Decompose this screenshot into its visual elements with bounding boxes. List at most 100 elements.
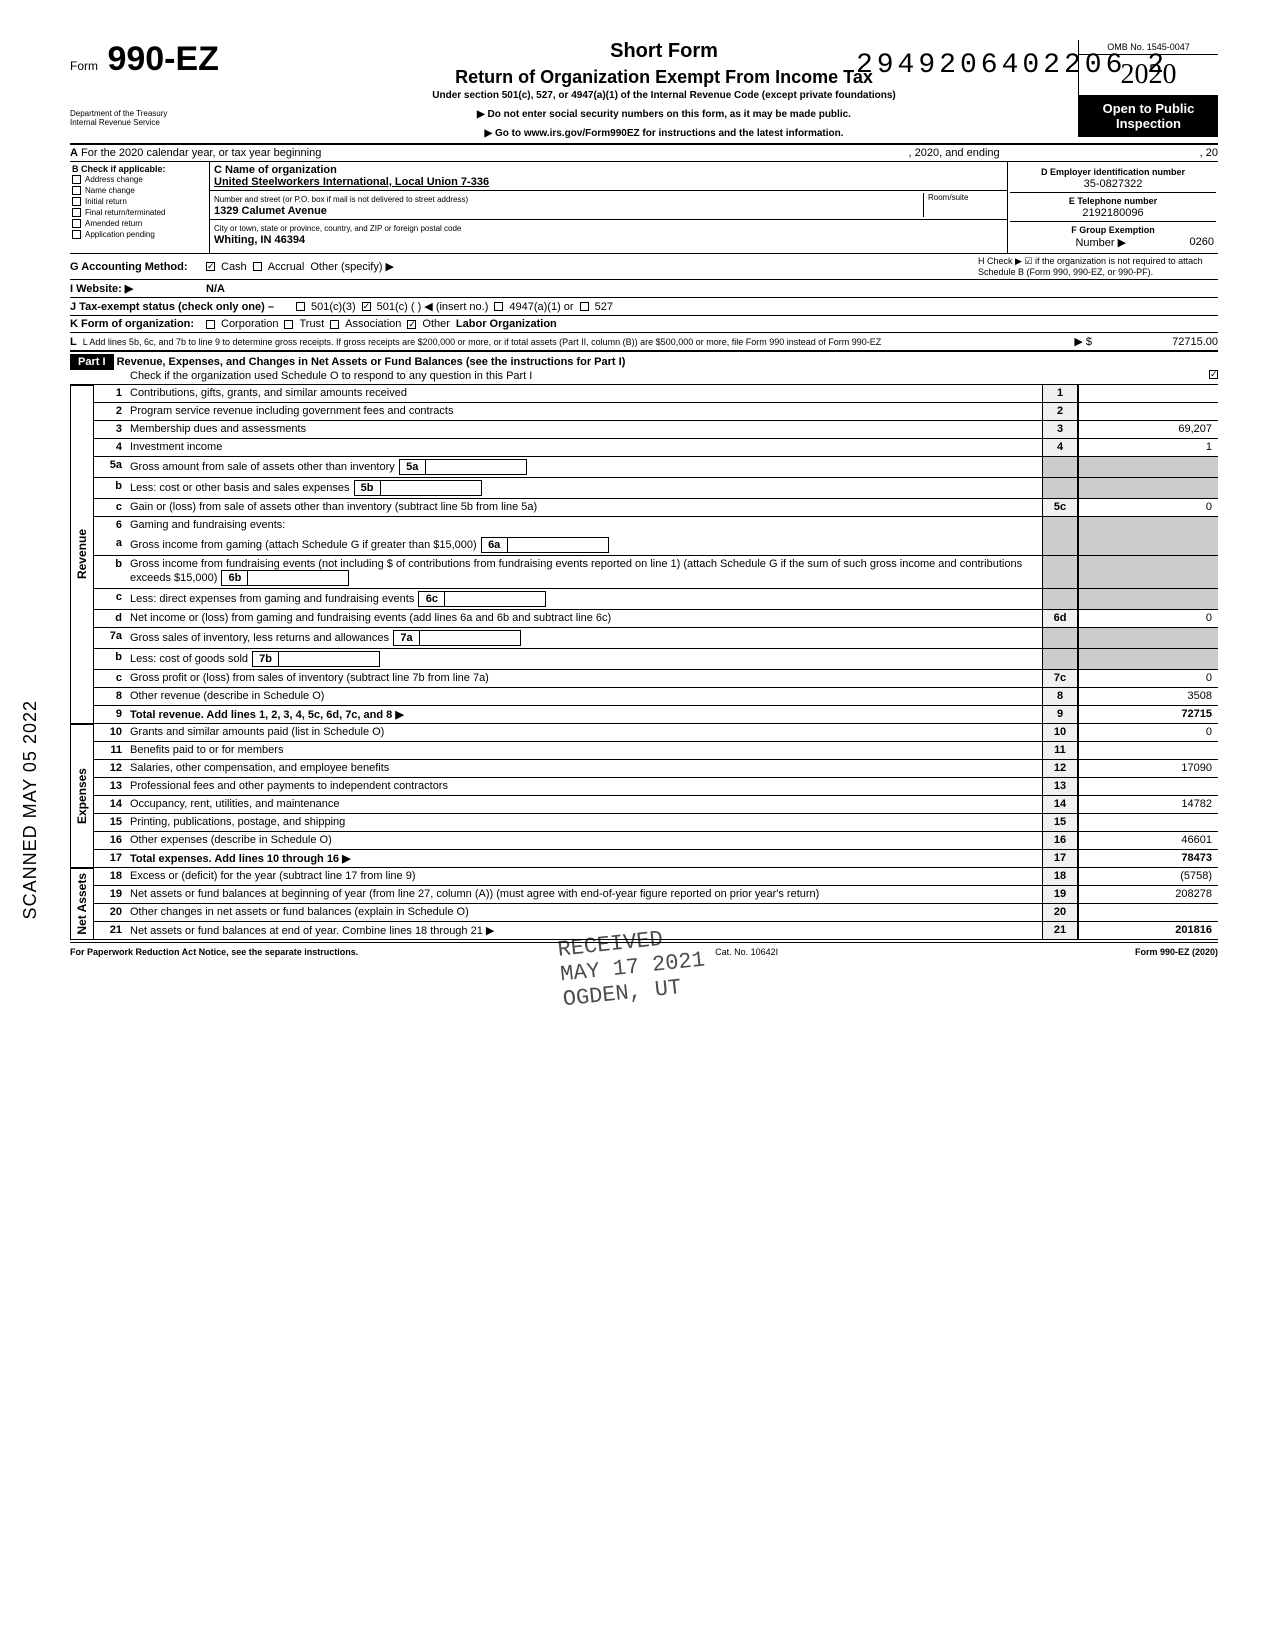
line-21-desc: Net assets or fund balances at end of ye… bbox=[126, 922, 1042, 939]
cb-final-return[interactable]: Final return/terminated bbox=[72, 207, 207, 218]
part1-header-row: Part I Revenue, Expenses, and Changes in… bbox=[70, 351, 1218, 385]
g-cash: Cash bbox=[221, 261, 247, 273]
net-assets-section: Net Assets 18Excess or (deficit) for the… bbox=[70, 868, 1218, 940]
row-a: A For the 2020 calendar year, or tax yea… bbox=[70, 145, 1218, 162]
line-6a-desc: Gross income from gaming (attach Schedul… bbox=[126, 535, 1042, 555]
cb-trust[interactable] bbox=[284, 320, 293, 329]
row-a-text: For the 2020 calendar year, or tax year … bbox=[81, 147, 321, 159]
i-value: N/A bbox=[206, 283, 225, 295]
line-10-val: 0 bbox=[1078, 724, 1218, 741]
cb-schedule-o[interactable] bbox=[1209, 370, 1218, 379]
room-suite-label: Room/suite bbox=[923, 193, 1003, 217]
line-5b-desc: Less: cost or other basis and sales expe… bbox=[126, 478, 1042, 498]
footer-mid: Cat. No. 10642I bbox=[715, 947, 778, 957]
scanned-stamp: SCANNED MAY 05 2022 bbox=[20, 700, 41, 919]
expenses-side-label: Expenses bbox=[75, 768, 89, 824]
line-8-desc: Other revenue (describe in Schedule O) bbox=[126, 688, 1042, 705]
cb-assoc[interactable] bbox=[330, 320, 339, 329]
document-number-stamp: 2949206402206 2 bbox=[856, 50, 1168, 81]
ein-value: 35-0827322 bbox=[1084, 178, 1143, 190]
row-a-end: , 20 bbox=[1200, 147, 1218, 159]
section-b: B Check if applicable: Address change Na… bbox=[70, 162, 1218, 254]
d-label: D Employer identification number bbox=[1041, 167, 1185, 177]
cb-501c3[interactable] bbox=[296, 302, 305, 311]
k-assoc: Association bbox=[345, 318, 401, 330]
i-label: I Website: ▶ bbox=[70, 282, 200, 295]
line-7c-desc: Gross profit or (loss) from sales of inv… bbox=[126, 670, 1042, 687]
line-13-val bbox=[1078, 778, 1218, 795]
cb-other[interactable] bbox=[407, 320, 416, 329]
line-3-val: 69,207 bbox=[1078, 421, 1218, 438]
line-11-val bbox=[1078, 742, 1218, 759]
e-label: E Telephone number bbox=[1069, 196, 1157, 206]
row-a-label: A bbox=[70, 147, 78, 159]
line-5c-desc: Gain or (loss) from sale of assets other… bbox=[126, 499, 1042, 516]
cb-corp[interactable] bbox=[206, 320, 215, 329]
k-other: Other bbox=[422, 318, 450, 330]
j-527: 527 bbox=[595, 301, 613, 313]
k-corp: Corporation bbox=[221, 318, 278, 330]
line-6c-desc: Less: direct expenses from gaming and fu… bbox=[126, 589, 1042, 609]
line-17-desc: Total expenses. Add lines 10 through 16 … bbox=[126, 850, 1042, 867]
line-5a-desc: Gross amount from sale of assets other t… bbox=[126, 457, 1042, 477]
revenue-section: Revenue 1Contributions, gifts, grants, a… bbox=[70, 385, 1218, 724]
line-17-val: 78473 bbox=[1078, 850, 1218, 867]
expenses-section: Expenses 10Grants and similar amounts pa… bbox=[70, 724, 1218, 868]
line-14-val: 14782 bbox=[1078, 796, 1218, 813]
g-label: G Accounting Method: bbox=[70, 261, 200, 273]
dept-treasury: Department of the Treasury Internal Reve… bbox=[70, 109, 250, 127]
line-9-desc: Total revenue. Add lines 1, 2, 3, 4, 5c,… bbox=[126, 706, 1042, 723]
j-label: J Tax-exempt status (check only one) – bbox=[70, 301, 290, 313]
line-6d-desc: Net income or (loss) from gaming and fun… bbox=[126, 610, 1042, 627]
form-note1: ▶ Do not enter social security numbers o… bbox=[250, 109, 1078, 120]
line-12-val: 17090 bbox=[1078, 760, 1218, 777]
l-text: L Add lines 5b, 6c, and 7b to line 9 to … bbox=[83, 337, 1069, 347]
line-2-val bbox=[1078, 403, 1218, 420]
part1-check-line: Check if the organization used Schedule … bbox=[70, 370, 532, 382]
f-value: 0260 bbox=[1190, 236, 1214, 248]
line-20-val bbox=[1078, 904, 1218, 921]
page-footer: For Paperwork Reduction Act Notice, see … bbox=[70, 942, 1218, 957]
g-accrual: Accrual bbox=[268, 261, 305, 273]
cb-name-change[interactable]: Name change bbox=[72, 185, 207, 196]
cb-address-change[interactable]: Address change bbox=[72, 174, 207, 185]
street-address: 1329 Calumet Avenue bbox=[214, 205, 327, 217]
line-18-desc: Excess or (deficit) for the year (subtra… bbox=[126, 868, 1042, 885]
line-6-desc: Gaming and fundraising events: bbox=[126, 517, 1042, 535]
line-7b-desc: Less: cost of goods sold7b bbox=[126, 649, 1042, 669]
city-state-zip: Whiting, IN 46394 bbox=[214, 234, 305, 246]
f-label: F Group Exemption bbox=[1071, 225, 1155, 235]
part1-title: Revenue, Expenses, and Changes in Net As… bbox=[117, 356, 626, 368]
cb-4947[interactable] bbox=[494, 302, 503, 311]
line-8-val: 3508 bbox=[1078, 688, 1218, 705]
cb-amended[interactable]: Amended return bbox=[72, 218, 207, 229]
line-16-desc: Other expenses (describe in Schedule O) bbox=[126, 832, 1042, 849]
row-l: L L Add lines 5b, 6c, and 7b to line 9 t… bbox=[70, 333, 1218, 351]
footer-left: For Paperwork Reduction Act Notice, see … bbox=[70, 947, 358, 957]
line-10-desc: Grants and similar amounts paid (list in… bbox=[126, 724, 1042, 741]
line-4-desc: Investment income bbox=[126, 439, 1042, 456]
cb-initial-return[interactable]: Initial return bbox=[72, 196, 207, 207]
j-501c: 501(c) ( ) ◀ (insert no.) bbox=[377, 300, 489, 313]
cb-cash[interactable] bbox=[206, 262, 215, 271]
cb-pending[interactable]: Application pending bbox=[72, 229, 207, 240]
line-11-desc: Benefits paid to or for members bbox=[126, 742, 1042, 759]
line-13-desc: Professional fees and other payments to … bbox=[126, 778, 1042, 795]
form-note2: ▶ Go to www.irs.gov/Form990EZ for instru… bbox=[250, 128, 1078, 139]
footer-right: Form 990-EZ (2020) bbox=[1135, 947, 1218, 957]
cb-501c[interactable] bbox=[362, 302, 371, 311]
cb-accrual[interactable] bbox=[253, 262, 262, 271]
row-j: J Tax-exempt status (check only one) – 5… bbox=[70, 298, 1218, 316]
form-number: Form 990-EZ bbox=[70, 40, 250, 79]
org-name: United Steelworkers International, Local… bbox=[214, 176, 489, 188]
line-1-val bbox=[1078, 385, 1218, 402]
form-subtitle: Under section 501(c), 527, or 4947(a)(1)… bbox=[250, 90, 1078, 101]
line-6d-val: 0 bbox=[1078, 610, 1218, 627]
k-trust: Trust bbox=[299, 318, 324, 330]
street-label: Number and street (or P.O. box if mail i… bbox=[214, 195, 468, 204]
b-label: B Check if applicable: bbox=[72, 164, 207, 174]
g-other: Other (specify) ▶ bbox=[310, 260, 394, 273]
row-a-mid: , 2020, and ending bbox=[909, 147, 1000, 159]
cb-527[interactable] bbox=[580, 302, 589, 311]
line-2-desc: Program service revenue including govern… bbox=[126, 403, 1042, 420]
